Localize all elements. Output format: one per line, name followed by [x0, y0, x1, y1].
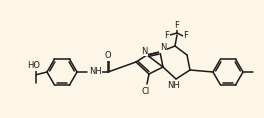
- Text: Cl: Cl: [142, 86, 150, 95]
- Text: O: O: [105, 51, 111, 61]
- Text: N: N: [160, 44, 166, 53]
- Text: F: F: [183, 32, 188, 40]
- Text: NH: NH: [89, 67, 101, 76]
- Text: NH: NH: [168, 82, 180, 91]
- Text: F: F: [164, 30, 169, 40]
- Text: N: N: [141, 46, 147, 55]
- Text: HO: HO: [27, 61, 40, 70]
- Text: F: F: [175, 21, 180, 30]
